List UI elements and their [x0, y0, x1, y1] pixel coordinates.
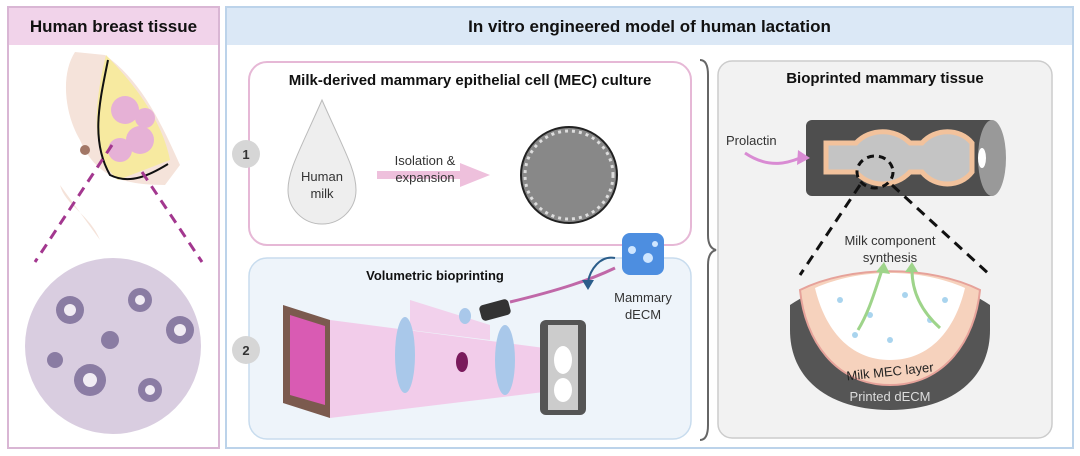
right-panel-title: In vitro engineered model of human lacta… — [468, 16, 831, 36]
breast-illustration — [60, 52, 180, 240]
isolation-label: Isolation & expansion — [394, 153, 456, 185]
step1-number: 1 — [242, 147, 250, 162]
step2-number: 2 — [242, 343, 250, 358]
dECM-label: Mammary dECM — [614, 290, 672, 322]
tissue-title: Bioprinted mammary tissue — [786, 70, 984, 87]
left-panel-title: Human breast tissue — [29, 16, 198, 36]
printed-decm-label: Printed dECM — [849, 389, 931, 404]
human-milk-label: Human milk — [301, 169, 343, 201]
histology-image — [25, 258, 201, 434]
prolactin-label: Prolactin — [726, 133, 777, 148]
step2-title: Volumetric bioprinting — [366, 268, 504, 283]
step1-title: Milk-derived mammary epithelial cell (ME… — [288, 72, 652, 89]
synthesis-label: Milk component synthesis — [844, 233, 936, 265]
